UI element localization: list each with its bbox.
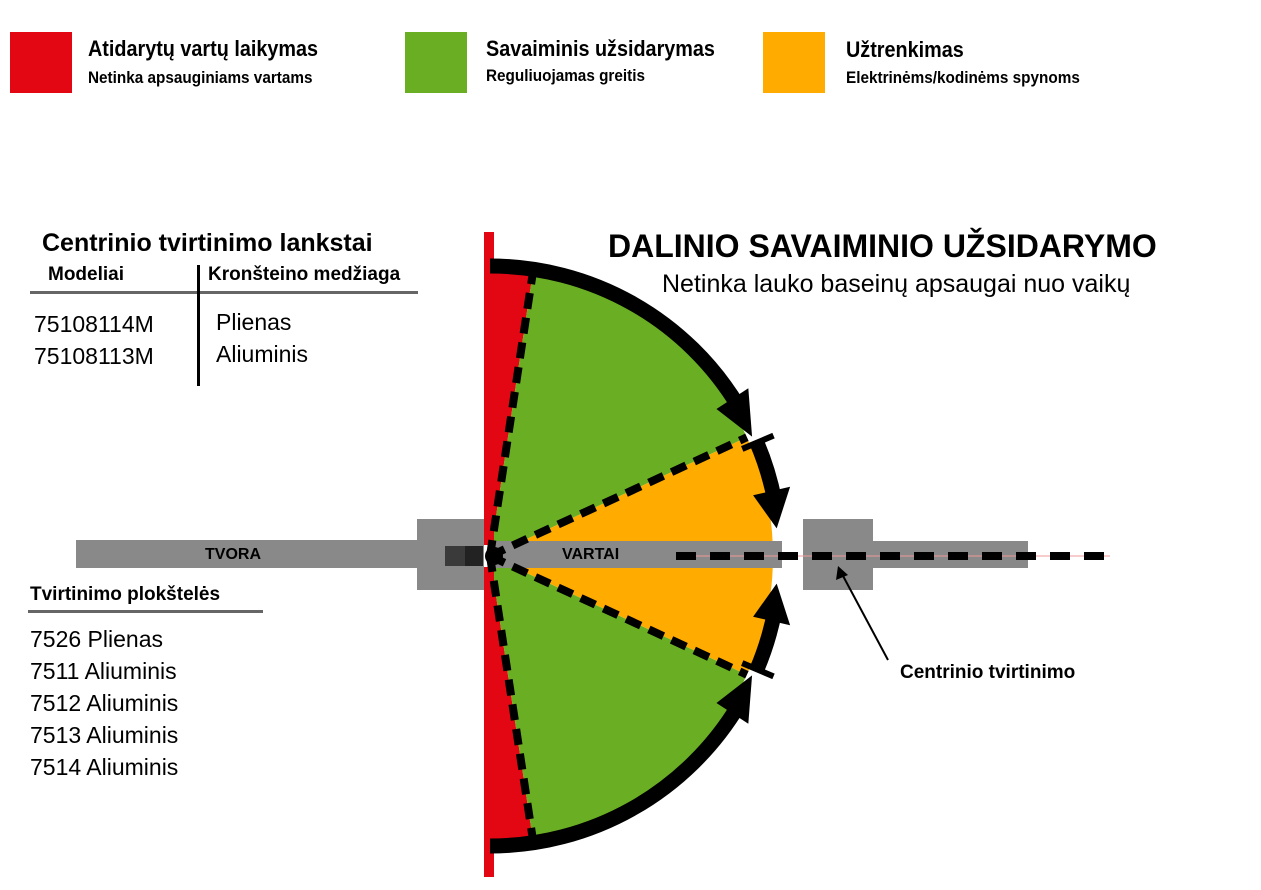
legend-swatch-red — [10, 32, 72, 93]
legend-subtitle-hold-open: Netinka apsauginiams vartams — [88, 68, 313, 87]
hinge-shadow — [445, 546, 465, 566]
fence-label: TVORA — [205, 546, 261, 563]
hinge-model: 75108113M — [34, 343, 154, 369]
upper-latching-start-tick — [741, 432, 775, 452]
fence-bar — [76, 540, 421, 568]
plate-item: 7511 Aliuminis — [30, 658, 177, 684]
lower-closing-sweep-arc — [489, 701, 746, 854]
plate-item: 7512 Aliuminis — [30, 690, 179, 716]
plate-item: 7526 Plienas — [30, 626, 163, 652]
hinge-shadow — [465, 546, 483, 566]
plates-title-underline — [28, 610, 263, 613]
center-mount-label: Centrinio tvirtinimo — [900, 662, 1076, 683]
plate-item: 7513 Aliuminis — [30, 722, 179, 748]
upper-self-closing-zone — [490, 276, 747, 556]
upper-zone-boundary-dashed-line — [488, 433, 749, 560]
hinges-column-divider — [197, 265, 200, 386]
legend-subtitle-slam: Elektrinėms/kodinėms spynoms — [846, 68, 1080, 87]
legend-title-hold-open: Atidarytų vartų laikymas — [88, 36, 318, 61]
lower-closing-sweep-arrowhead-icon — [716, 675, 753, 724]
upper-zone-boundary-dashed-line — [486, 275, 537, 557]
upper-latching-arrowhead-icon — [753, 486, 791, 529]
hinges-header-divider — [30, 291, 418, 294]
lower-zone-boundary-dashed-line — [488, 552, 749, 679]
lower-self-closing-zone — [490, 556, 747, 836]
hinge-material: Aliuminis — [216, 341, 309, 367]
legend-swatch-green — [405, 32, 467, 93]
hinge-material: Plienas — [216, 309, 292, 335]
lower-latching-start-tick — [741, 660, 775, 680]
legend-swatch-orange — [763, 32, 825, 93]
hinges-header-material: Kronšteino medžiaga — [208, 264, 401, 285]
hinges-title: Centrinio tvirtinimo lankstai — [42, 229, 373, 257]
plates-title: Tvirtinimo plokštelės — [30, 584, 221, 605]
lower-latching-arrowhead-icon — [753, 583, 791, 626]
legend-title-self-closing: Savaiminis užsidarymas — [486, 36, 715, 61]
hinges-header-models: Modeliai — [48, 264, 125, 285]
gate-label: VARTAI — [562, 546, 620, 563]
legend-subtitle-self-closing: Reguliuojamas greitis — [486, 66, 646, 85]
center-mount-pointer-line — [841, 573, 889, 661]
plate-item: 7514 Aliuminis — [30, 754, 179, 780]
diagram-subtitle: Netinka lauko baseinų apsaugai nuo vaikų — [662, 270, 1131, 298]
hinge-model: 75108114M — [34, 311, 154, 337]
lower-zone-boundary-dashed-line — [486, 555, 537, 837]
upper-closing-sweep-arrowhead-icon — [716, 388, 753, 437]
diagram-title: DALINIO SAVAIMINIO UŽSIDARYMO — [608, 228, 1157, 264]
upper-closing-sweep-arc — [489, 258, 746, 411]
center-mount-pointer-arrowhead — [836, 566, 848, 580]
legend-title-slam: Užtrenkimas — [846, 37, 964, 62]
gate-bar — [490, 541, 782, 568]
